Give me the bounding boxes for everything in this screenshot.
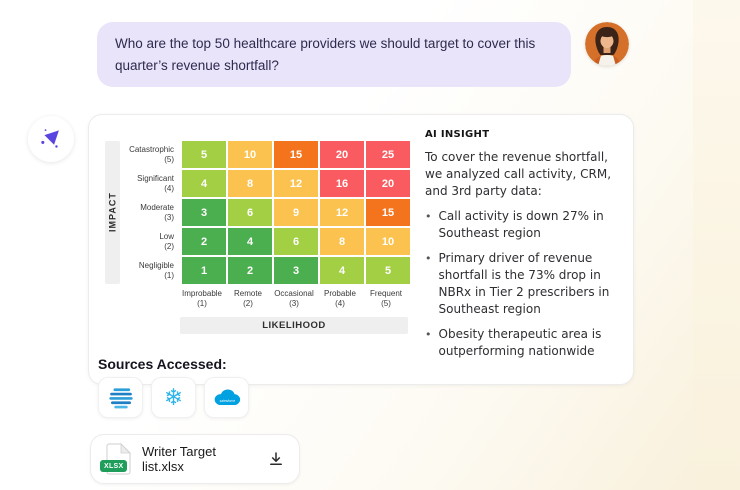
matrix-cell: 20 — [320, 141, 364, 168]
matrix-cell: 4 — [182, 170, 226, 197]
matrix-row-label: Catastrophic (5) — [129, 144, 174, 164]
matrix-grid: Catastrophic (5) 5 10 15 20 25 Significant (4) 4 8… — [122, 141, 410, 284]
matrix-column-label: Occasional (3) — [274, 289, 314, 309]
sources-heading: Sources Accessed: — [98, 356, 227, 372]
matrix-row-label: Low (2) — [159, 231, 174, 251]
matrix-cell: 8 — [320, 228, 364, 255]
writer-logo-icon — [41, 129, 59, 148]
svg-text:salesforce: salesforce — [219, 398, 235, 402]
matrix-row-label: Significant (4) — [137, 173, 174, 193]
matrix-cell: 8 — [228, 170, 272, 197]
likelihood-axis-text: LIKELIHOOD — [262, 319, 326, 331]
insight-bullet: • Call activity is down 27% in Southeast … — [425, 208, 617, 242]
matrix-cell: 9 — [274, 199, 318, 226]
user-avatar — [585, 22, 629, 66]
ai-insight-bullet-list: • Call activity is down 27% in Southeast … — [425, 208, 617, 360]
data-lines-icon — [106, 384, 136, 412]
insight-bullet: • Obesity therapeutic area is outperformi… — [425, 326, 617, 360]
likelihood-axis-label: LIKELIHOOD — [180, 316, 408, 334]
matrix-cell: 12 — [274, 170, 318, 197]
user-message-bubble: Who are the top 50 healthcare providers … — [97, 22, 571, 88]
attachment-filename: Writer Target list.xlsx — [142, 444, 216, 474]
matrix-cell: 2 — [228, 257, 272, 284]
matrix-column-label: Probable (4) — [323, 289, 357, 309]
matrix-column-label: Improbable (1) — [181, 289, 223, 309]
bullet-marker: • — [425, 252, 432, 266]
matrix-cell: 5 — [366, 257, 410, 284]
matrix-cell: 10 — [228, 141, 272, 168]
matrix-cell: 3 — [182, 199, 226, 226]
source-tile-salesforce[interactable]: salesforce — [204, 377, 249, 418]
matrix-column-label: Remote (2) — [233, 289, 262, 309]
matrix-cell: 16 — [320, 170, 364, 197]
impact-axis-label: IMPACT — [105, 141, 120, 284]
ai-insight-heading: AI INSIGHT — [425, 129, 490, 140]
download-icon[interactable] — [267, 450, 285, 468]
matrix-cell: 15 — [274, 141, 318, 168]
matrix-row-label: Negligible (1) — [138, 260, 174, 280]
matrix-cell: 5 — [182, 141, 226, 168]
ai-insight-panel: AI INSIGHT To cover the revenue shortfal… — [411, 129, 617, 368]
risk-matrix: IMPACT Catastrophic (5) 5 10 15 20 25 Significa… — [105, 129, 411, 368]
matrix-cell: 4 — [320, 257, 364, 284]
impact-axis-text: IMPACT — [107, 192, 118, 233]
user-message-text: Who are the top 50 healthcare providers … — [115, 36, 536, 73]
xlsx-badge: XLSX — [100, 460, 128, 472]
source-tile-snowflake[interactable]: ❄ — [151, 377, 196, 418]
insight-bullet-text: Obesity therapeutic area is outperformin… — [438, 327, 602, 359]
matrix-row-label: Moderate (3) — [140, 202, 174, 222]
background-strip — [693, 0, 740, 490]
user-avatar-image — [585, 22, 629, 66]
matrix-cell: 6 — [228, 199, 272, 226]
snowflake-icon: ❄ — [163, 384, 184, 410]
matrix-cell: 12 — [320, 199, 364, 226]
matrix-cell: 10 — [366, 228, 410, 255]
ai-insight-intro: To cover the revenue shortfall, we analy… — [425, 150, 612, 199]
matrix-row: Moderate (3) 3 6 9 12 15 — [122, 199, 410, 226]
matrix-cell: 1 — [182, 257, 226, 284]
matrix-cell: 3 — [274, 257, 318, 284]
matrix-row: Low (2) 2 4 6 8 10 — [122, 228, 410, 255]
matrix-cell: 25 — [366, 141, 410, 168]
sources-row: ❄ salesforce — [98, 377, 249, 418]
matrix-column-labels: Improbable (1) Remote (2) Occasional (3) Proba… — [180, 289, 411, 310]
bullet-marker: • — [425, 328, 432, 342]
matrix-column-label: Frequent (5) — [369, 289, 403, 309]
ai-response-card: IMPACT Catastrophic (5) 5 10 15 20 25 Significa… — [88, 114, 634, 386]
matrix-cell: 20 — [366, 170, 410, 197]
matrix-cell: 2 — [182, 228, 226, 255]
matrix-cell: 4 — [228, 228, 272, 255]
insight-bullet-text: Call activity is down 27% in Southeast r… — [438, 209, 604, 241]
matrix-row: Negligible (1) 1 2 3 4 5 — [122, 257, 410, 284]
bullet-marker: • — [425, 210, 432, 224]
matrix-cell: 6 — [274, 228, 318, 255]
attachment-card[interactable]: XLSX Writer Target list.xlsx — [90, 434, 300, 484]
matrix-row: Catastrophic (5) 5 10 15 20 25 — [122, 141, 410, 168]
xlsx-file-icon: XLSX — [100, 443, 131, 475]
source-tile-data-lines[interactable] — [98, 377, 143, 418]
insight-bullet-text: Primary driver of revenue shortfall is t… — [438, 251, 610, 317]
assistant-avatar — [28, 116, 74, 162]
matrix-row: Significant (4) 4 8 12 16 20 — [122, 170, 410, 197]
insight-bullet: • Primary driver of revenue shortfall is … — [425, 250, 617, 318]
matrix-cell: 15 — [366, 199, 410, 226]
user-message-row: Who are the top 50 healthcare providers … — [97, 22, 629, 88]
salesforce-icon: salesforce — [210, 385, 244, 411]
